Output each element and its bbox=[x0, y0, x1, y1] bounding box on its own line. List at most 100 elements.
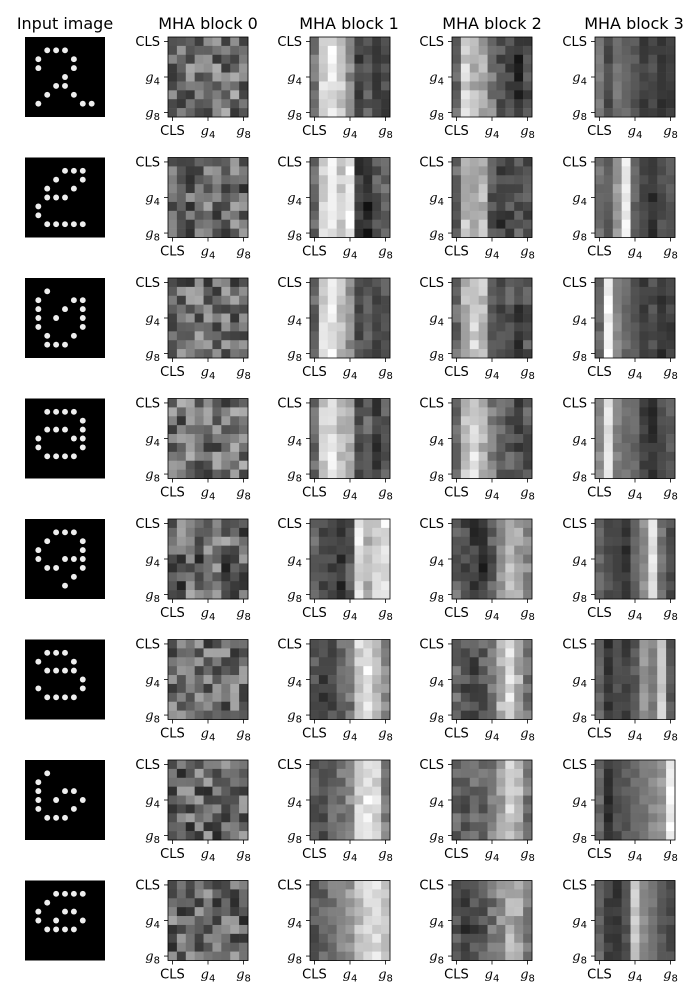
heatmap-cell bbox=[523, 822, 533, 832]
heatmap-cell bbox=[203, 648, 213, 658]
heatmap-cell bbox=[372, 278, 382, 288]
heatmap-cell bbox=[230, 210, 240, 221]
heatmap-cell bbox=[469, 331, 479, 341]
heatmap-cell bbox=[221, 63, 231, 73]
heatmap-cell bbox=[381, 407, 391, 417]
heatmap-cell bbox=[212, 907, 222, 917]
heatmap-cell bbox=[221, 898, 231, 908]
heatmap-cell bbox=[621, 710, 631, 720]
heatmap-cell bbox=[327, 184, 337, 194]
heatmap-cell bbox=[168, 228, 178, 238]
heatmap-cell bbox=[487, 442, 497, 453]
heatmap-cell bbox=[487, 795, 497, 805]
heatmap-cell bbox=[452, 175, 462, 185]
heatmap-cell bbox=[185, 349, 195, 359]
heatmap-cell bbox=[657, 304, 667, 314]
heatmap-cell bbox=[372, 157, 382, 167]
heatmap-cell bbox=[336, 692, 346, 703]
heatmap-cell bbox=[212, 898, 222, 908]
heatmap-cell bbox=[478, 228, 488, 238]
heatmap-cell bbox=[310, 675, 320, 685]
heatmap-cell bbox=[612, 692, 622, 703]
heatmap-cell bbox=[168, 201, 178, 212]
tick-label: g4 bbox=[145, 794, 160, 811]
heatmap-cell bbox=[595, 286, 605, 297]
heatmap-cell bbox=[212, 349, 222, 359]
heatmap-cell bbox=[336, 313, 346, 323]
heatmap-cell bbox=[505, 469, 515, 479]
heatmap-cell bbox=[603, 907, 614, 917]
heatmap-cell bbox=[612, 201, 622, 212]
figure-row: CLSCLSg4g4g8g8CLSCLSg4g4g8g8CLSCLSg4g4g8… bbox=[25, 878, 678, 985]
heatmap-cell bbox=[354, 692, 364, 703]
heatmap-cell bbox=[603, 804, 614, 814]
tick-label: g4 bbox=[628, 968, 643, 985]
heatmap-cell bbox=[203, 434, 213, 444]
heatmap-cell bbox=[354, 108, 364, 118]
heatmap-cell bbox=[478, 563, 488, 573]
heatmap-cell bbox=[514, 942, 524, 952]
heatmap-cell bbox=[230, 701, 240, 711]
heatmap-cell bbox=[239, 701, 249, 711]
heatmap-cell bbox=[505, 45, 515, 56]
heatmap-cell bbox=[621, 322, 631, 332]
heatmap-cell bbox=[168, 804, 178, 814]
heatmap-cell bbox=[595, 822, 605, 832]
digit-pixel bbox=[70, 221, 77, 228]
heatmap-cell bbox=[523, 760, 533, 770]
heatmap-cell bbox=[381, 63, 391, 73]
heatmap-cell bbox=[221, 228, 231, 238]
heatmap-cell bbox=[168, 304, 178, 314]
heatmap-cell bbox=[666, 590, 676, 600]
heatmap-cell bbox=[354, 416, 364, 426]
tick-label: g4 bbox=[145, 191, 160, 208]
heatmap-cell bbox=[487, 907, 497, 917]
heatmap-cell bbox=[363, 590, 373, 600]
heatmap-cell bbox=[310, 416, 320, 426]
digit-pixel bbox=[35, 556, 42, 562]
heatmap-cell bbox=[469, 451, 479, 462]
heatmap-cell bbox=[168, 99, 178, 109]
tick-label: CLS bbox=[419, 637, 444, 652]
heatmap-cell bbox=[505, 166, 515, 176]
heatmap-cell bbox=[612, 777, 622, 787]
heatmap-cell bbox=[496, 831, 506, 841]
heatmap-cell bbox=[194, 701, 204, 711]
tick-label: CLS bbox=[587, 124, 612, 139]
heatmap-cell bbox=[194, 942, 204, 952]
heatmap-cell bbox=[327, 193, 337, 203]
heatmap-cell bbox=[203, 581, 213, 591]
tick-label: g8 bbox=[572, 709, 587, 726]
heatmap-cell bbox=[648, 37, 658, 47]
digit-pixel bbox=[62, 926, 68, 933]
heatmap-cell bbox=[487, 527, 497, 538]
heatmap-cell bbox=[595, 219, 605, 229]
tick-label: CLS bbox=[277, 637, 302, 652]
heatmap-cell bbox=[666, 331, 676, 341]
heatmap-cell bbox=[460, 880, 471, 890]
heatmap-cell bbox=[176, 942, 187, 952]
heatmap-cell bbox=[203, 469, 213, 479]
heatmap-cell bbox=[310, 278, 320, 288]
heatmap-cell bbox=[310, 933, 320, 944]
heatmap-cell bbox=[363, 442, 373, 453]
heatmap-cell bbox=[487, 924, 497, 935]
heatmap-cell bbox=[648, 536, 658, 546]
heatmap-cell bbox=[469, 795, 479, 805]
heatmap-cell bbox=[666, 210, 676, 221]
heatmap-cell bbox=[612, 434, 622, 444]
heatmap-cell bbox=[621, 701, 631, 711]
heatmap-cell bbox=[595, 278, 605, 288]
heatmap-cell bbox=[469, 710, 479, 720]
heatmap-cell bbox=[194, 416, 204, 426]
heatmap-cell bbox=[496, 563, 506, 573]
heatmap-cell bbox=[221, 72, 231, 82]
heatmap-cell bbox=[185, 683, 195, 694]
heatmap-cell bbox=[469, 286, 479, 297]
tick-label: CLS bbox=[444, 606, 469, 621]
heatmap-cell bbox=[603, 99, 614, 109]
heatmap-cell bbox=[460, 889, 471, 899]
heatmap-cell bbox=[452, 63, 462, 73]
heatmap-cell bbox=[310, 795, 320, 805]
